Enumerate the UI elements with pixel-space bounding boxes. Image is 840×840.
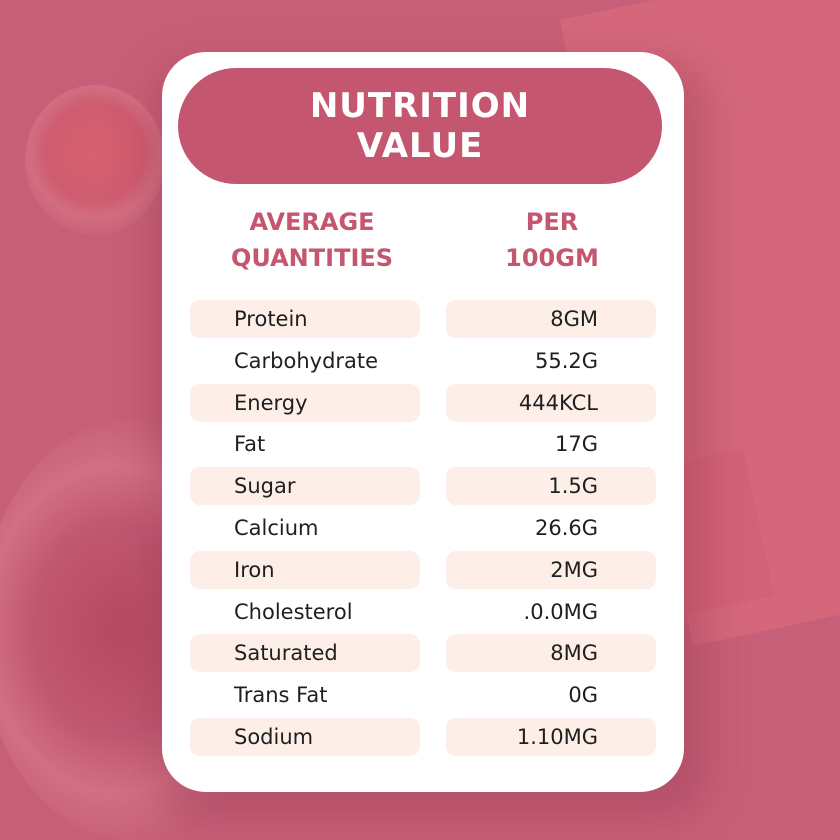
table-row: Sugar 1.5G	[190, 465, 656, 507]
table-row: Saturated 8MG	[190, 632, 656, 674]
row-label: Fat	[234, 432, 266, 457]
header-left-line-2: QUANTITIES	[230, 244, 394, 272]
row-shade-left	[190, 300, 420, 338]
row-shade-right	[446, 467, 656, 506]
row-shade-right	[446, 300, 656, 338]
header-left-line-1: AVERAGE	[249, 208, 375, 236]
row-label: Sodium	[234, 724, 314, 749]
row-shade-left	[190, 383, 420, 422]
header-right-line-2: 100GM	[505, 244, 599, 272]
row-label: Iron	[234, 557, 275, 582]
row-label: Carbohydrate	[234, 348, 379, 373]
table-row: Calcium 26.6G	[190, 507, 656, 549]
row-label: Calcium	[234, 515, 319, 540]
table-row: Cholesterol .0.0MG	[190, 591, 656, 633]
row-value: 0G	[568, 683, 598, 708]
table-row: Iron 2MG	[190, 549, 656, 591]
header-right-line-1: PER	[525, 208, 579, 236]
row-value: 8MG	[550, 641, 598, 666]
header-per-100gm: PER 100GM	[482, 204, 622, 276]
row-shade-right	[446, 634, 656, 673]
row-shade-left	[190, 467, 420, 506]
title-line-2: VALUE	[356, 126, 484, 166]
row-label: Cholesterol	[234, 599, 353, 624]
row-shade-left	[190, 634, 420, 673]
row-shade-right	[446, 550, 656, 589]
row-label: Sugar	[234, 474, 296, 499]
nutrition-table: Protein 8GM Carbohydrate 55.2G Energy 44…	[190, 298, 656, 758]
row-value: 8GM	[550, 307, 598, 331]
table-row: Trans Fat 0G	[190, 674, 656, 716]
row-value: 26.6G	[534, 515, 598, 540]
table-row: Energy 444KCL	[190, 382, 656, 424]
title-line-1: NUTRITION	[309, 86, 531, 126]
row-label: Energy	[234, 390, 308, 415]
header-average-quantities: AVERAGE QUANTITIES	[202, 204, 422, 276]
title-banner: NUTRITION VALUE	[178, 68, 662, 184]
table-row: Fat 17G	[190, 423, 656, 465]
row-label: Trans Fat	[234, 683, 328, 708]
row-value: 444KCL	[518, 390, 598, 415]
table-row: Sodium 1.10MG	[190, 716, 656, 758]
row-shade-left	[190, 717, 420, 756]
row-value: 1.10MG	[516, 724, 598, 749]
table-row: Protein 8GM	[190, 298, 656, 340]
nutrition-card: NUTRITION VALUE AVERAGE QUANTITIES PER 1…	[162, 52, 684, 792]
row-value: 55.2G	[534, 348, 598, 373]
row-label: Protein	[234, 307, 308, 331]
row-value: 2MG	[550, 557, 598, 582]
row-value: 1.5G	[548, 474, 598, 499]
row-value: .0.0MG	[523, 599, 598, 624]
row-value: 17G	[555, 432, 598, 457]
background-sauce-bowl	[25, 85, 165, 235]
row-label: Saturated	[234, 641, 338, 666]
table-row: Carbohydrate 55.2G	[190, 340, 656, 382]
row-shade-left	[190, 550, 420, 589]
row-shade-right	[446, 717, 656, 756]
row-shade-right	[446, 383, 656, 422]
